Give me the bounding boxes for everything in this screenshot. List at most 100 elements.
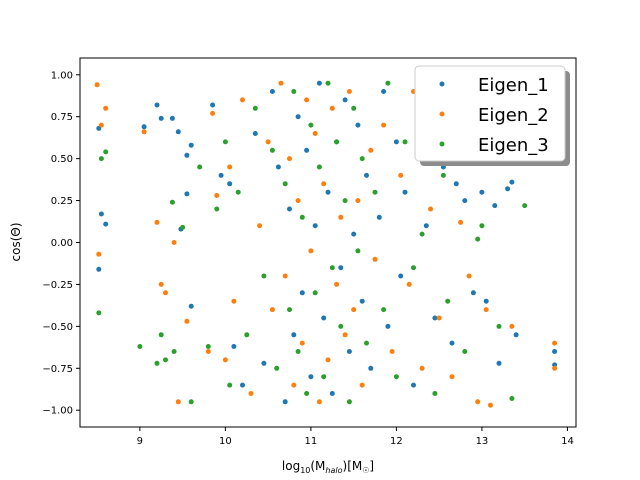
point-eigen-1-61 (492, 203, 498, 209)
point-eigen-1-66 (552, 349, 558, 354)
point-eigen-1-13 (188, 303, 194, 309)
point-eigen-1-60 (483, 298, 489, 304)
point-eigen-2-22 (278, 80, 284, 86)
point-eigen-2-37 (342, 332, 348, 338)
legend-label-eigen-2: Eigen_2 (478, 105, 549, 126)
point-eigen-2-14 (222, 357, 228, 363)
y-axis-label: cos(Θ) (9, 223, 23, 262)
point-eigen-3-17 (244, 332, 250, 338)
point-eigen-3-53 (462, 349, 468, 354)
point-eigen-3-34 (334, 139, 340, 145)
point-eigen-1-3 (103, 221, 109, 227)
point-eigen-3-43 (381, 307, 387, 313)
y-tick-label: −0.25 (42, 280, 73, 291)
point-eigen-3-9 (180, 224, 186, 230)
point-eigen-2-49 (419, 365, 425, 371)
point-eigen-3-11 (197, 164, 203, 170)
point-eigen-2-25 (291, 382, 297, 388)
point-eigen-3-44 (385, 80, 391, 86)
point-eigen-3-19 (261, 273, 267, 279)
point-eigen-1-42 (364, 172, 369, 178)
point-eigen-1-33 (325, 189, 331, 195)
point-eigen-3-35 (338, 323, 344, 329)
point-eigen-2-39 (351, 307, 357, 313)
point-eigen-2-50 (428, 206, 434, 212)
y-tick-label: 0.75 (51, 112, 73, 123)
point-eigen-3-14 (222, 139, 228, 145)
point-eigen-2-7 (163, 290, 168, 296)
point-eigen-2-2 (98, 122, 104, 128)
point-eigen-3-30 (316, 164, 322, 170)
point-eigen-2-1 (96, 251, 102, 257)
legend-label-eigen-1: Eigen_1 (478, 75, 549, 96)
point-eigen-2-59 (509, 323, 515, 329)
point-eigen-3-46 (402, 139, 408, 145)
point-eigen-2-5 (154, 219, 160, 225)
y-tick-label: −1.00 (42, 406, 73, 417)
point-eigen-1-65 (513, 332, 519, 338)
point-eigen-3-42 (372, 189, 378, 195)
point-eigen-2-19 (257, 223, 263, 229)
point-eigen-3-20 (269, 147, 275, 153)
point-eigen-2-35 (334, 281, 340, 287)
point-eigen-1-18 (240, 382, 245, 388)
point-eigen-3-18 (252, 105, 258, 111)
point-eigen-3-29 (312, 290, 318, 296)
point-eigen-3-8 (171, 349, 177, 354)
point-eigen-2-12 (210, 110, 216, 116)
point-eigen-1-43 (368, 365, 374, 371)
point-eigen-2-41 (359, 382, 365, 388)
point-eigen-2-56 (475, 399, 481, 405)
point-eigen-2-51 (436, 315, 442, 321)
point-eigen-2-6 (158, 281, 164, 287)
point-eigen-3-47 (411, 265, 416, 271)
point-eigen-1-9 (184, 152, 190, 158)
point-eigen-1-47 (393, 139, 399, 145)
point-eigen-3-31 (321, 374, 327, 380)
point-eigen-2-4 (141, 129, 147, 135)
point-eigen-3-28 (308, 122, 314, 128)
point-eigen-2-58 (488, 402, 493, 408)
point-eigen-1-26 (295, 114, 301, 120)
point-eigen-2-15 (227, 164, 233, 170)
point-eigen-2-30 (312, 131, 318, 136)
legend: Eigen_1 Eigen_2 Eigen_3 (414, 65, 570, 166)
point-eigen-2-21 (269, 307, 275, 313)
point-eigen-1-45 (381, 89, 387, 94)
point-eigen-2-33 (325, 357, 331, 363)
point-eigen-1-38 (346, 349, 352, 354)
point-eigen-2-20 (265, 139, 271, 145)
x-axis-ticks: 9 10 11 12 13 14 (137, 427, 574, 447)
point-eigen-1-8 (175, 129, 181, 135)
point-eigen-2-42 (368, 147, 374, 153)
y-tick-label: 0.25 (51, 196, 73, 207)
point-eigen-3-12 (205, 344, 211, 349)
point-eigen-1-2 (98, 211, 104, 217)
point-eigen-1-63 (505, 186, 511, 192)
point-eigen-3-5 (158, 332, 164, 338)
point-eigen-1-23 (282, 399, 288, 405)
point-eigen-3-45 (393, 374, 399, 380)
point-eigen-1-16 (227, 181, 233, 187)
point-eigen-1-4 (141, 124, 147, 130)
point-eigen-1-48 (398, 273, 404, 279)
point-eigen-3-27 (304, 391, 310, 396)
point-eigen-1-49 (402, 189, 408, 195)
legend-marker-eigen-3 (439, 141, 445, 147)
point-eigen-1-44 (376, 214, 382, 220)
point-eigen-2-11 (205, 349, 211, 354)
point-eigen-1-64 (509, 179, 515, 185)
point-eigen-1-30 (312, 223, 318, 229)
x-tick-label: 10 (219, 436, 232, 447)
point-eigen-1-11 (184, 191, 190, 197)
point-eigen-3-49 (432, 391, 438, 396)
point-eigen-3-38 (351, 105, 357, 111)
point-eigen-3-16 (235, 189, 241, 195)
point-eigen-1-55 (449, 340, 455, 346)
point-eigen-2-16 (231, 298, 237, 304)
x-tick-label: 12 (390, 436, 403, 447)
point-eigen-3-32 (325, 80, 331, 86)
point-eigen-2-28 (304, 97, 310, 103)
point-eigen-1-59 (479, 189, 485, 195)
